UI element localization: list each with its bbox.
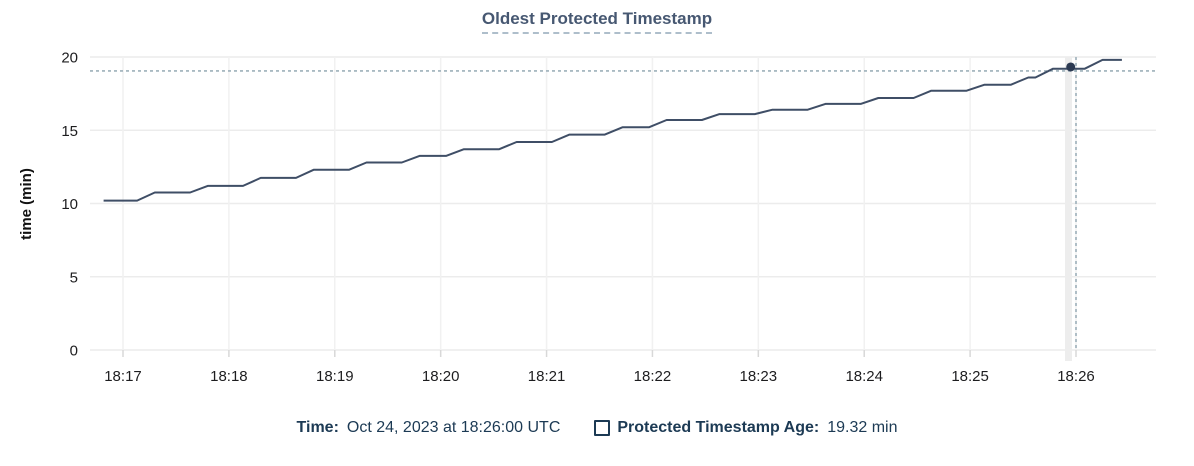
vertical-gridlines bbox=[122, 57, 1077, 357]
x-tick-label: 18:20 bbox=[422, 368, 460, 385]
x-tick-label: 18:22 bbox=[634, 368, 672, 385]
horizontal-gridlines bbox=[90, 56, 1156, 351]
legend-series-value: 19.32 min bbox=[827, 419, 898, 436]
legend-time: Time: Oct 24, 2023 at 18:26:00 UTC bbox=[297, 419, 561, 437]
x-tick-label: 18:19 bbox=[316, 368, 354, 385]
y-tick-label: 5 bbox=[70, 269, 78, 286]
x-tick-label: 18:17 bbox=[104, 368, 142, 385]
x-tick-label: 18:21 bbox=[528, 368, 566, 385]
legend-time-value: Oct 24, 2023 at 18:26:00 UTC bbox=[346, 419, 561, 436]
y-axis-title: time (min) bbox=[18, 168, 35, 240]
chart-header: Oldest Protected Timestamp bbox=[0, 9, 1194, 34]
x-axis-tick-labels: 18:17 18:18 18:19 18:20 18:21 18:22 18:23 18:24… bbox=[104, 368, 1095, 385]
y-tick-label: 0 bbox=[70, 343, 78, 360]
y-tick-label: 10 bbox=[61, 196, 78, 213]
x-tick-label: 18:18 bbox=[210, 368, 248, 385]
chart-legend: Time: Oct 24, 2023 at 18:26:00 UTC Prote… bbox=[0, 419, 1194, 437]
legend-time-label: Time: bbox=[296, 419, 339, 436]
x-tick-label: 18:24 bbox=[845, 368, 883, 385]
y-axis-tick-labels: 0 5 10 15 20 bbox=[61, 50, 78, 360]
series-line bbox=[103, 58, 1122, 202]
hover-band bbox=[1065, 57, 1072, 361]
legend-checkbox-icon[interactable] bbox=[594, 420, 611, 436]
chart-title[interactable]: Oldest Protected Timestamp bbox=[481, 9, 713, 34]
x-tick-label: 18:26 bbox=[1057, 368, 1095, 385]
x-tick-label: 18:23 bbox=[740, 368, 778, 385]
y-tick-label: 15 bbox=[61, 123, 78, 140]
legend-series-protected-timestamp-age[interactable]: Protected Timestamp Age: 19.32 min bbox=[594, 419, 897, 437]
hover-point-marker bbox=[1066, 62, 1076, 72]
y-tick-label: 20 bbox=[61, 50, 78, 67]
x-tick-label: 18:25 bbox=[951, 368, 989, 385]
legend-series-label: Protected Timestamp Age: bbox=[617, 419, 820, 436]
